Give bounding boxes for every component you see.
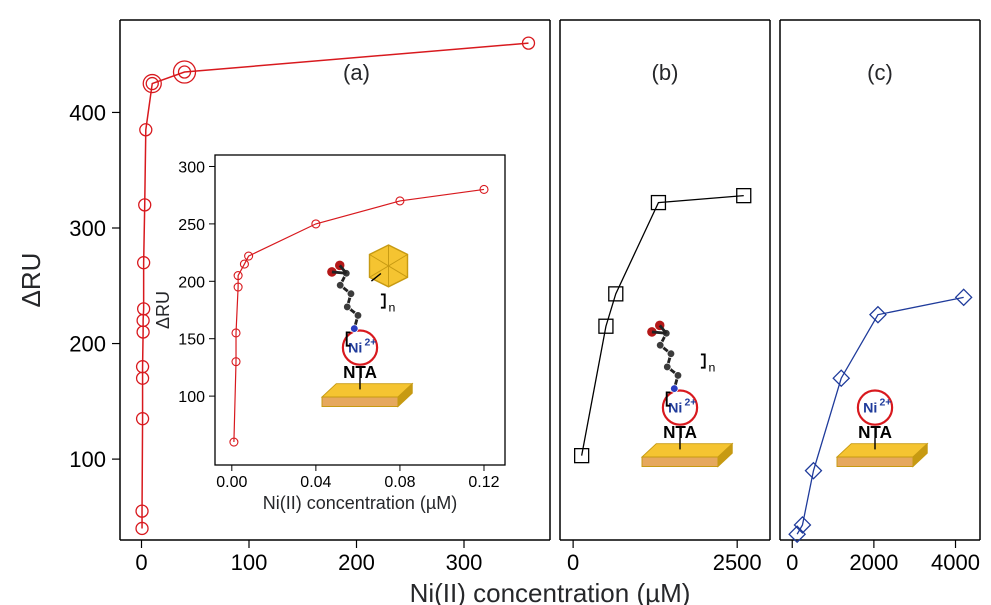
- svg-text:n: n: [709, 361, 716, 375]
- svg-text:NTA: NTA: [343, 363, 377, 382]
- svg-text:250: 250: [178, 217, 205, 234]
- svg-text:0.04: 0.04: [300, 474, 331, 491]
- svg-text:0: 0: [567, 550, 579, 575]
- ni-nta-diagram: NTA Ni2+: [837, 391, 927, 467]
- panel-label-a: (a): [343, 60, 370, 85]
- panel-label-c: (c): [867, 60, 893, 85]
- svg-text:0.12: 0.12: [468, 474, 499, 491]
- x-axis-label: Ni(II) concentration (µM): [410, 578, 691, 605]
- svg-text:2+: 2+: [364, 338, 376, 349]
- svg-text:400: 400: [69, 100, 106, 125]
- svg-text:0: 0: [786, 550, 798, 575]
- svg-text:0.00: 0.00: [216, 474, 247, 491]
- svg-text:NTA: NTA: [663, 423, 697, 442]
- svg-text:100: 100: [178, 389, 205, 406]
- gold-chip: [322, 384, 412, 407]
- svg-text:200: 200: [69, 332, 106, 357]
- svg-text:2+: 2+: [684, 398, 696, 409]
- chart-svg: 010020030010020030040002500020004000ΔRUN…: [0, 0, 991, 605]
- gold-polyhedron: [370, 245, 408, 287]
- svg-text:300: 300: [69, 216, 106, 241]
- svg-text:2+: 2+: [879, 398, 891, 409]
- svg-text:ΔRU: ΔRU: [153, 291, 173, 329]
- svg-text:2000: 2000: [849, 550, 898, 575]
- chart-container: 010020030010020030040002500020004000ΔRUN…: [0, 0, 991, 605]
- molecule: [645, 319, 688, 395]
- svg-text:Ni(II) concentration (µM): Ni(II) concentration (µM): [263, 493, 457, 513]
- svg-text:0.08: 0.08: [384, 474, 415, 491]
- svg-text:100: 100: [231, 550, 268, 575]
- svg-text:200: 200: [338, 550, 375, 575]
- gold-chip: [642, 444, 732, 467]
- svg-text:0: 0: [135, 550, 147, 575]
- svg-text:300: 300: [178, 159, 205, 176]
- svg-text:150: 150: [178, 332, 205, 349]
- series-line: [797, 297, 964, 534]
- panel-label-b: (b): [652, 60, 679, 85]
- svg-text:n: n: [389, 301, 396, 315]
- svg-text:4000: 4000: [931, 550, 980, 575]
- svg-text:NTA: NTA: [858, 423, 892, 442]
- ni-nta-diagram: NTA Ni2+ n: [642, 319, 732, 467]
- inset-frame: [215, 155, 505, 465]
- molecule: [325, 259, 368, 335]
- svg-text:Ni: Ni: [348, 340, 362, 356]
- svg-text:2500: 2500: [713, 550, 762, 575]
- gold-chip: [837, 444, 927, 467]
- ni-nta-diagram: NTA Ni2+ n: [322, 245, 412, 407]
- svg-text:300: 300: [446, 550, 483, 575]
- svg-text:200: 200: [178, 274, 205, 291]
- svg-text:100: 100: [69, 447, 106, 472]
- svg-text:Ni: Ni: [668, 400, 682, 416]
- svg-text:Ni: Ni: [863, 400, 877, 416]
- y-axis-label: ΔRU: [16, 253, 46, 308]
